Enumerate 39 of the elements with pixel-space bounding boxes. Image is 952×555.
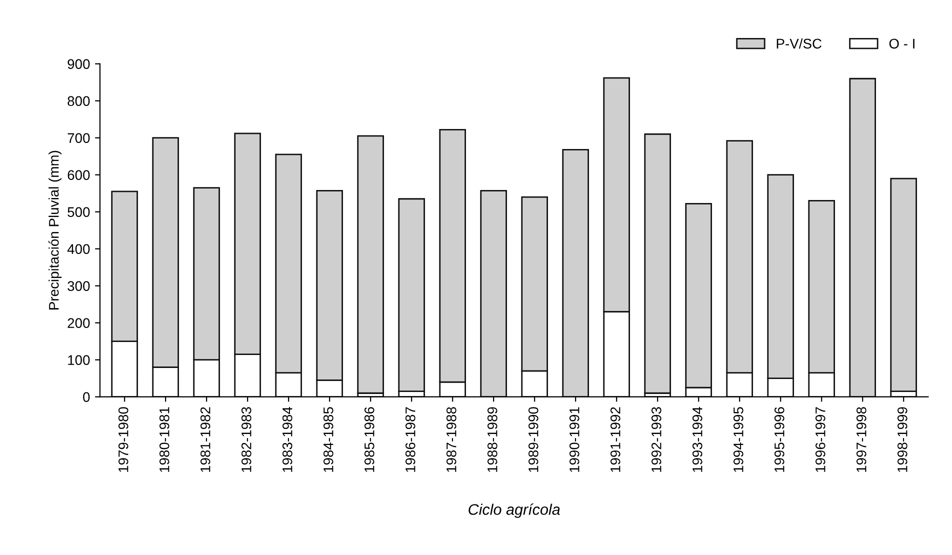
x-tick-label: 1987-1988 xyxy=(446,407,456,472)
x-tick-label: 1988-1989 xyxy=(487,407,498,472)
x-tick-label: 1993-1994 xyxy=(692,406,702,472)
x-tick-label: 1992-1993 xyxy=(651,407,662,472)
x-tick-label: 1986-1987 xyxy=(405,407,416,472)
y-axis-title: Precipitación Pluvial (mm) xyxy=(48,150,62,310)
x-tick-label: 1989-1990 xyxy=(528,407,538,472)
y-tick-label: 900 xyxy=(68,59,90,69)
x-tick-label: 1984-1985 xyxy=(323,407,334,472)
legend-label: P-V/SC xyxy=(776,38,822,49)
x-tick-label: 1994-1995 xyxy=(733,407,744,472)
x-tick-label: 1981-1982 xyxy=(200,407,210,472)
x-tick-label: 1990-1991 xyxy=(569,407,580,472)
x-axis-title: Ciclo agrícola xyxy=(468,504,560,518)
x-tick-label: 1983-1984 xyxy=(282,406,292,472)
bar xyxy=(644,133,671,394)
bar xyxy=(357,135,384,394)
legend-label: O - I xyxy=(889,38,914,49)
y-tick-label: 100 xyxy=(68,355,90,365)
y-tick-label: 400 xyxy=(67,244,90,254)
x-tick-label: 1979-1980 xyxy=(118,407,128,472)
x-tick-label: 1997-1998 xyxy=(856,407,866,472)
x-tick-label: 1998-1999 xyxy=(897,407,908,472)
y-tick-label: 600 xyxy=(68,170,90,180)
bar xyxy=(849,78,876,397)
x-tick-label: 1980-1981 xyxy=(159,407,170,472)
y-tick-label: 200 xyxy=(68,318,90,328)
y-tick-label: 700 xyxy=(68,133,90,143)
bar xyxy=(480,190,507,397)
x-tick-label: 1996-1997 xyxy=(815,407,826,472)
y-tick-label: 800 xyxy=(68,96,90,106)
x-tick-label: 1995-1996 xyxy=(774,407,784,472)
x-tick-label: 1991-1992 xyxy=(610,407,620,472)
bar xyxy=(562,148,589,397)
x-tick-label: 1985-1986 xyxy=(364,407,374,472)
x-tick-label: 1982-1983 xyxy=(241,407,252,472)
y-tick-label: 500 xyxy=(68,207,90,217)
y-tick-label: 300 xyxy=(68,281,90,291)
y-tick-label: 0 xyxy=(83,392,90,402)
